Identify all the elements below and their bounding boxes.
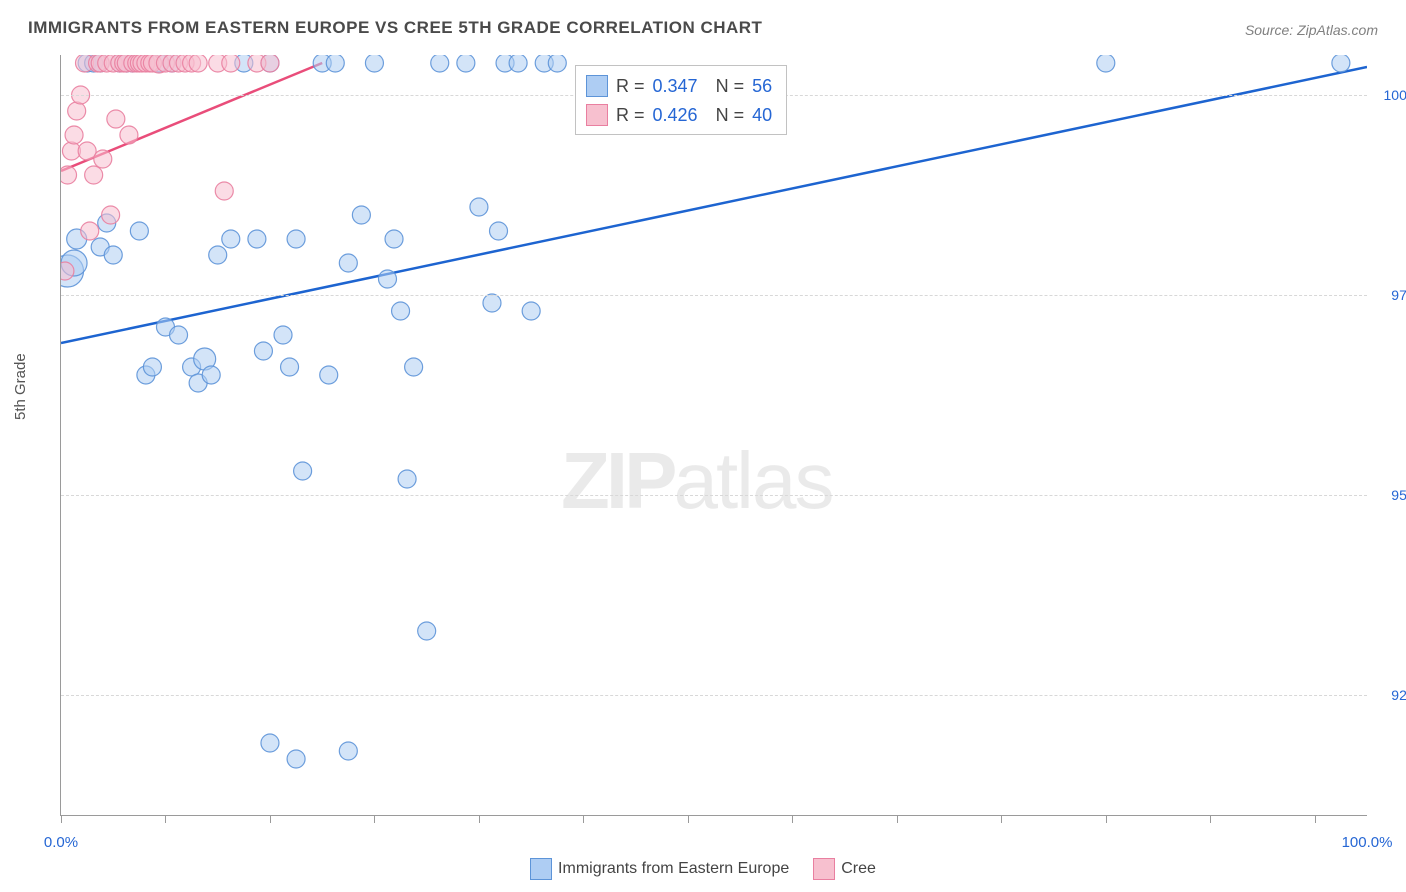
data-point bbox=[202, 366, 220, 384]
source-label: Source: ZipAtlas.com bbox=[1245, 22, 1378, 38]
data-point bbox=[320, 366, 338, 384]
data-point bbox=[457, 55, 475, 72]
data-point bbox=[385, 230, 403, 248]
data-point bbox=[490, 222, 508, 240]
data-point bbox=[339, 742, 357, 760]
data-point bbox=[85, 166, 103, 184]
y-tick-label: 95.0% bbox=[1375, 487, 1406, 503]
x-tick-mark bbox=[1315, 815, 1316, 823]
data-point bbox=[61, 262, 74, 280]
data-point bbox=[483, 294, 501, 312]
data-point bbox=[94, 150, 112, 168]
data-point bbox=[470, 198, 488, 216]
legend-label: Immigrants from Eastern Europe bbox=[558, 860, 789, 877]
stat-n-label: N = bbox=[716, 101, 745, 130]
data-point bbox=[339, 254, 357, 272]
legend-swatch bbox=[530, 858, 552, 880]
legend-swatch bbox=[586, 104, 608, 126]
data-point bbox=[418, 622, 436, 640]
data-point bbox=[1332, 55, 1350, 72]
stat-n-value: 56 bbox=[752, 72, 772, 101]
data-point bbox=[130, 222, 148, 240]
legend-label: Cree bbox=[841, 860, 876, 877]
data-point bbox=[548, 55, 566, 72]
data-point bbox=[68, 102, 86, 120]
data-point bbox=[65, 126, 83, 144]
data-point bbox=[379, 270, 397, 288]
x-tick-mark bbox=[1106, 815, 1107, 823]
x-tick-mark bbox=[270, 815, 271, 823]
data-point bbox=[1097, 55, 1115, 72]
data-point bbox=[326, 55, 344, 72]
data-point bbox=[189, 55, 207, 72]
plot-area: ZIPatlas 100.0%97.5%95.0%92.5%0.0%100.0% bbox=[60, 55, 1367, 816]
data-point bbox=[104, 246, 122, 264]
data-point bbox=[365, 55, 383, 72]
data-point bbox=[274, 326, 292, 344]
gridline-h bbox=[61, 295, 1367, 296]
stat-n-value: 40 bbox=[752, 101, 772, 130]
stats-row: R = 0.426 N = 40 bbox=[586, 101, 772, 130]
data-point bbox=[261, 734, 279, 752]
data-point bbox=[170, 326, 188, 344]
stats-row: R = 0.347 N = 56 bbox=[586, 72, 772, 101]
x-tick-mark bbox=[583, 815, 584, 823]
data-point bbox=[102, 206, 120, 224]
data-point bbox=[248, 230, 266, 248]
legend-item: Cree bbox=[813, 858, 876, 880]
stat-n-label: N = bbox=[716, 72, 745, 101]
x-tick-mark bbox=[897, 815, 898, 823]
stat-r-label: R = bbox=[616, 72, 645, 101]
data-point bbox=[294, 462, 312, 480]
stat-r-value: 0.347 bbox=[653, 72, 698, 101]
bottom-legend: Immigrants from Eastern Europe Cree bbox=[0, 858, 1406, 880]
data-point bbox=[287, 230, 305, 248]
data-point bbox=[215, 182, 233, 200]
y-tick-label: 92.5% bbox=[1375, 687, 1406, 703]
legend-swatch bbox=[586, 75, 608, 97]
y-tick-label: 100.0% bbox=[1375, 87, 1406, 103]
y-axis-label: 5th Grade bbox=[12, 353, 29, 420]
x-tick-mark bbox=[374, 815, 375, 823]
data-point bbox=[431, 55, 449, 72]
x-tick-mark bbox=[792, 815, 793, 823]
stat-r-label: R = bbox=[616, 101, 645, 130]
data-point bbox=[61, 166, 77, 184]
data-point bbox=[222, 230, 240, 248]
data-point bbox=[222, 55, 240, 72]
stat-r-value: 0.426 bbox=[653, 101, 698, 130]
x-tick-mark bbox=[61, 815, 62, 823]
x-tick-mark bbox=[165, 815, 166, 823]
gridline-h bbox=[61, 495, 1367, 496]
data-point bbox=[254, 342, 272, 360]
data-point bbox=[352, 206, 370, 224]
x-tick-label: 100.0% bbox=[1342, 834, 1393, 851]
data-point bbox=[81, 222, 99, 240]
chart-title: IMMIGRANTS FROM EASTERN EUROPE VS CREE 5… bbox=[28, 18, 762, 38]
data-point bbox=[522, 302, 540, 320]
data-point bbox=[405, 358, 423, 376]
x-tick-mark bbox=[688, 815, 689, 823]
data-point bbox=[287, 750, 305, 768]
data-point bbox=[509, 55, 527, 72]
data-point bbox=[107, 110, 125, 128]
data-point bbox=[261, 55, 279, 72]
data-point bbox=[392, 302, 410, 320]
stats-legend-box: R = 0.347 N = 56 R = 0.426 N = 40 bbox=[575, 65, 787, 135]
scatter-svg bbox=[61, 55, 1367, 815]
y-tick-label: 97.5% bbox=[1375, 287, 1406, 303]
x-tick-label: 0.0% bbox=[44, 834, 78, 851]
data-point bbox=[120, 126, 138, 144]
x-tick-mark bbox=[479, 815, 480, 823]
data-point bbox=[281, 358, 299, 376]
x-tick-mark bbox=[1001, 815, 1002, 823]
data-point bbox=[398, 470, 416, 488]
gridline-h bbox=[61, 695, 1367, 696]
x-tick-mark bbox=[1210, 815, 1211, 823]
data-point bbox=[209, 246, 227, 264]
data-point bbox=[143, 358, 161, 376]
legend-swatch bbox=[813, 858, 835, 880]
legend-item: Immigrants from Eastern Europe bbox=[530, 858, 789, 880]
